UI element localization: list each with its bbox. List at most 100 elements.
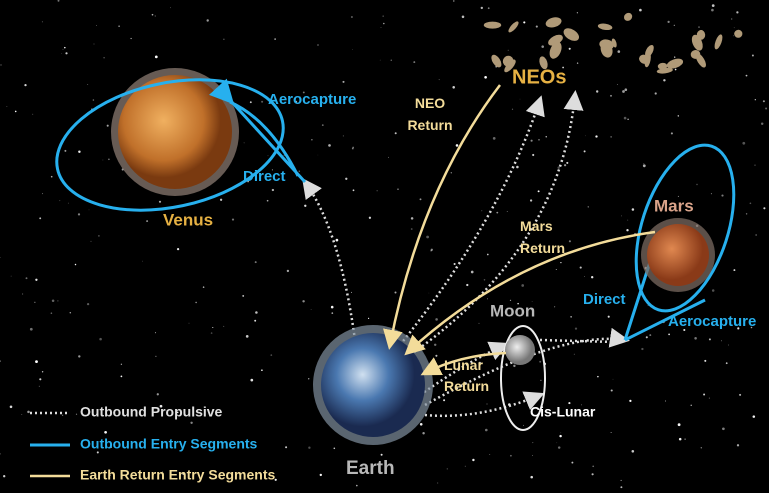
- star: [506, 211, 508, 212]
- star: [311, 139, 313, 141]
- star: [419, 198, 422, 201]
- star: [368, 317, 370, 319]
- star: [711, 4, 715, 7]
- star: [57, 300, 59, 302]
- star: [352, 189, 355, 192]
- star: [643, 163, 645, 165]
- asteroid: [539, 56, 548, 70]
- star: [376, 190, 378, 192]
- star: [331, 312, 334, 314]
- asteroid: [734, 29, 743, 38]
- star: [110, 446, 112, 449]
- star: [677, 423, 681, 427]
- star: [345, 177, 348, 180]
- star: [555, 268, 557, 271]
- star: [243, 142, 245, 144]
- star: [430, 248, 433, 251]
- star: [108, 158, 110, 161]
- star: [446, 468, 448, 470]
- star: [317, 154, 319, 156]
- star: [571, 461, 574, 464]
- star: [433, 343, 437, 347]
- asteroid: [548, 34, 563, 46]
- earth-return-paths: [383, 84, 656, 376]
- star: [351, 147, 354, 150]
- star: [570, 316, 572, 318]
- star: [620, 479, 622, 481]
- star: [557, 250, 560, 253]
- star: [483, 279, 486, 281]
- star: [426, 235, 429, 239]
- star: [245, 335, 249, 338]
- star: [595, 135, 598, 138]
- star: [65, 52, 68, 55]
- asteroid: [508, 21, 519, 33]
- asteroid: [644, 52, 651, 68]
- star: [564, 164, 567, 167]
- star: [453, 262, 456, 266]
- star: [668, 333, 670, 336]
- star: [562, 66, 564, 69]
- star: [158, 200, 162, 203]
- venus-orbit: [55, 78, 285, 212]
- star: [142, 260, 143, 262]
- earth-label: Earth: [346, 458, 395, 479]
- star: [754, 99, 756, 101]
- star: [120, 363, 123, 365]
- star: [285, 446, 288, 449]
- star: [749, 202, 752, 205]
- star: [541, 45, 544, 48]
- star: [557, 166, 560, 169]
- star: [745, 74, 748, 77]
- star: [620, 486, 623, 489]
- star: [51, 299, 55, 303]
- star: [584, 135, 586, 137]
- star: [696, 183, 698, 186]
- star: [274, 478, 277, 481]
- star: [596, 90, 599, 93]
- star: [694, 337, 697, 340]
- star: [626, 229, 629, 232]
- star: [254, 261, 257, 264]
- star: [698, 26, 700, 28]
- star: [14, 110, 17, 113]
- star: [510, 454, 512, 457]
- mars-label: Mars: [654, 196, 694, 215]
- star: [612, 378, 614, 380]
- star: [450, 172, 452, 174]
- star: [487, 298, 488, 300]
- star: [22, 293, 24, 295]
- star: [711, 8, 714, 12]
- star: [670, 132, 673, 135]
- lunar-return-label: Lunar Return: [444, 357, 489, 394]
- star: [484, 75, 487, 79]
- star: [678, 437, 682, 441]
- star: [579, 266, 582, 269]
- star: [219, 198, 223, 201]
- star: [261, 100, 264, 103]
- star: [745, 213, 748, 215]
- star: [335, 238, 339, 242]
- star: [382, 15, 384, 17]
- star: [93, 43, 95, 45]
- star: [610, 94, 612, 97]
- star: [597, 375, 599, 378]
- star: [356, 484, 358, 487]
- star: [380, 27, 382, 28]
- star: [566, 161, 569, 164]
- star: [568, 240, 571, 243]
- star: [516, 165, 519, 169]
- star: [742, 141, 746, 145]
- star: [0, 64, 2, 66]
- star: [413, 61, 416, 64]
- star: [333, 447, 336, 450]
- star: [50, 312, 53, 314]
- star: [304, 204, 307, 207]
- star: [489, 454, 491, 455]
- star: [162, 471, 163, 472]
- star: [78, 355, 81, 358]
- star: [624, 88, 628, 91]
- star: [455, 144, 459, 147]
- star: [610, 432, 612, 434]
- star: [143, 476, 146, 479]
